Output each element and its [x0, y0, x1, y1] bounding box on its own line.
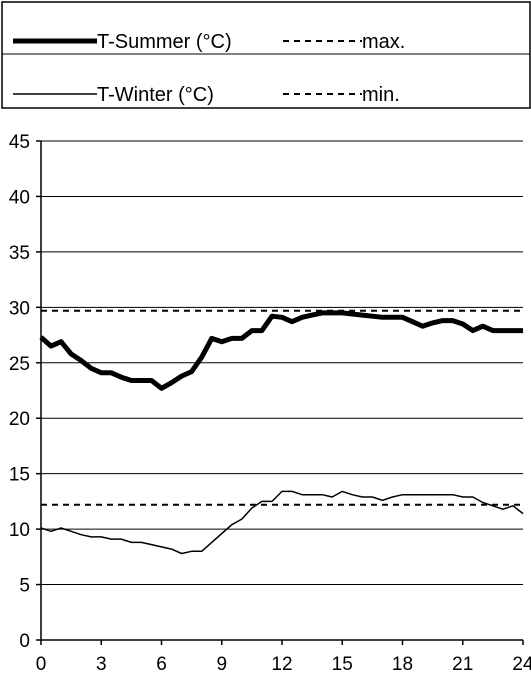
y-tick-label-5: 5	[19, 576, 30, 597]
x-tick-label-9: 9	[216, 654, 227, 675]
y-tick-label-25: 25	[9, 354, 30, 375]
x-tick-label-18: 18	[392, 654, 413, 675]
series-line-t-winter-c	[40, 490, 524, 555]
legend-box	[1, 1, 531, 109]
x-tick-label-0: 0	[36, 654, 47, 675]
x-tick-label-3: 3	[96, 654, 107, 675]
axes	[36, 140, 524, 645]
y-tick-label-10: 10	[9, 520, 30, 541]
legend-label-winter: T-Winter (°C)	[97, 84, 214, 106]
x-tick-label-21: 21	[452, 654, 473, 675]
x-tick-label-6: 6	[156, 654, 167, 675]
legend-label-max: max.	[362, 31, 405, 53]
x-tick-label-24: 24	[512, 654, 531, 675]
series-line-t-summer-c	[39, 310, 523, 391]
x-tick-labels: 0 3 6 9 12 15 18 21 24	[36, 654, 531, 675]
y-tick-label-40: 40	[9, 187, 30, 208]
y-tick-labels: 0 5 10 15 20 25 30 35 40 45	[9, 132, 30, 652]
x-tick-label-15: 15	[332, 654, 353, 675]
y-tick-label-20: 20	[9, 409, 30, 430]
series-lines	[39, 309, 524, 555]
y-tick-label-15: 15	[9, 465, 30, 486]
y-tick-label-30: 30	[9, 298, 30, 319]
grid-lines	[41, 140, 523, 586]
legend-label-summer: T-Summer (°C)	[97, 31, 232, 53]
x-tick-label-12: 12	[271, 654, 292, 675]
legend-label-min: min.	[362, 84, 400, 106]
y-tick-label-45: 45	[9, 132, 30, 153]
y-tick-label-35: 35	[9, 243, 30, 264]
y-tick-label-0: 0	[19, 631, 30, 652]
